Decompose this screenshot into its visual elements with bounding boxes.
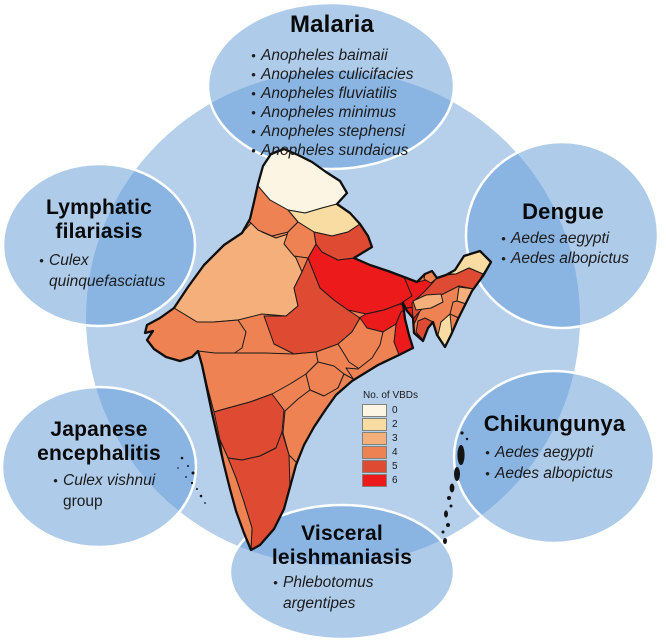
vector-item: Aedes aegypti bbox=[480, 442, 657, 463]
vector-species: Culex vishnui group bbox=[63, 472, 156, 511]
vector-list: Aedes aegypti Aedes albopictus bbox=[452, 442, 657, 484]
disease-title: Visceral leishmaniasis bbox=[271, 522, 413, 569]
vector-species: Anopheles stephensi bbox=[261, 122, 405, 140]
disease-title: Malaria bbox=[289, 11, 375, 38]
vector-item: Anopheles minimus bbox=[246, 103, 452, 122]
chikungunya-ellipse bbox=[452, 369, 656, 545]
bullet-icon bbox=[246, 84, 261, 103]
vector-item: Anopheles baimaii bbox=[246, 46, 452, 65]
vector-species: Anopheles minimus bbox=[261, 103, 397, 121]
lymphatic-filariasis-block: Lymphatic filariasis Culex quinquefascia… bbox=[20, 196, 178, 292]
legend-row: 6 bbox=[362, 474, 434, 487]
andaman-nicobar-islands bbox=[441, 431, 469, 544]
bullet-icon bbox=[268, 573, 283, 594]
legend-rows: 0 2 3 4 5 6 bbox=[362, 404, 434, 487]
vector-item: Aedes albopictus bbox=[496, 249, 658, 270]
vector-list: Aedes aegypti Aedes albopictus bbox=[468, 229, 658, 270]
vector-item: Anopheles stephensi bbox=[246, 122, 452, 141]
disease-title: Lymphatic filariasis bbox=[45, 196, 153, 243]
legend-label: 2 bbox=[392, 419, 398, 430]
bullet-icon bbox=[496, 249, 511, 270]
state-assam bbox=[411, 267, 484, 320]
map-legend: No. of VBDs 0 2 3 4 5 6 bbox=[362, 390, 434, 488]
disease-title: Japanese encephalitis bbox=[37, 418, 161, 465]
legend-label: 0 bbox=[392, 405, 398, 416]
vector-species: Aedes albopictus bbox=[511, 250, 630, 268]
dengue-block: Dengue Aedes aegypti Aedes albopictus bbox=[468, 199, 658, 270]
bullet-icon bbox=[246, 141, 261, 160]
bullet-icon bbox=[246, 46, 261, 65]
japanese-encephalitis-ellipse bbox=[0, 385, 198, 549]
vector-species: Anopheles culicifacies bbox=[261, 65, 414, 83]
vector-species: Aedes albopictus bbox=[495, 464, 614, 482]
vector-list: Phlebotomus argentipes bbox=[242, 573, 442, 614]
legend-label: 6 bbox=[392, 475, 398, 486]
vector-item: Anopheles fluviatilis bbox=[246, 84, 452, 103]
vector-species: Anopheles baimaii bbox=[261, 46, 388, 64]
vector-list: Culex vishnui group bbox=[20, 470, 178, 512]
bullet-icon bbox=[48, 470, 63, 491]
japanese-encephalitis-block: Japanese encephalitis Culex vishnui grou… bbox=[20, 418, 178, 512]
bullet-icon bbox=[246, 65, 261, 84]
legend-swatch bbox=[362, 460, 387, 473]
bullet-icon bbox=[496, 229, 511, 250]
visceral-leishmaniasis-ellipse bbox=[228, 503, 456, 640]
vector-item: Anopheles sundaicus bbox=[246, 141, 452, 160]
lakshadweep-islands bbox=[177, 456, 206, 504]
vector-item: Phlebotomus argentipes bbox=[268, 573, 442, 614]
bullet-icon bbox=[480, 463, 495, 484]
india-map bbox=[143, 147, 493, 552]
legend-label: 5 bbox=[392, 461, 398, 472]
legend-swatch bbox=[362, 432, 387, 445]
legend-row: 0 bbox=[362, 404, 434, 417]
state-maharashtra bbox=[197, 350, 319, 413]
bullet-icon bbox=[34, 250, 49, 271]
disease-title: Dengue bbox=[522, 199, 604, 224]
dengue-ellipse bbox=[464, 140, 660, 330]
chikungunya-block: Chikungunya Aedes aegypti Aedes albopictu… bbox=[452, 411, 657, 484]
legend-row: 3 bbox=[362, 432, 434, 445]
vector-item: Culex quinquefasciatus bbox=[34, 250, 178, 292]
vector-list: Culex quinquefasciatus bbox=[20, 250, 178, 292]
legend-row: 5 bbox=[362, 460, 434, 473]
legend-row: 2 bbox=[362, 418, 434, 431]
vector-item: Aedes aegypti bbox=[496, 229, 658, 250]
bullet-icon bbox=[246, 103, 261, 122]
vector-species: Phlebotomus argentipes bbox=[283, 574, 374, 612]
legend-swatch bbox=[362, 446, 387, 459]
vector-item: Culex vishnui group bbox=[48, 470, 178, 512]
bullet-icon bbox=[480, 442, 495, 463]
state-meghalaya bbox=[412, 293, 444, 311]
legend-label: 3 bbox=[392, 433, 398, 444]
state-haryana bbox=[283, 221, 317, 259]
lymphatic-filariasis-ellipse bbox=[1, 162, 197, 328]
bullet-icon bbox=[246, 122, 261, 141]
vector-species: Aedes aegypti bbox=[495, 443, 594, 461]
legend-swatch bbox=[362, 418, 387, 431]
malaria-ellipse bbox=[206, 1, 456, 171]
malaria-block: Malaria Anopheles baimaiiAnopheles culic… bbox=[212, 11, 452, 160]
india-outline bbox=[143, 147, 493, 552]
visceral-leishmaniasis-block: Visceral leishmaniasis Phlebotomus argen… bbox=[242, 522, 442, 614]
vector-item: Aedes albopictus bbox=[480, 463, 657, 484]
legend-row: 4 bbox=[362, 446, 434, 459]
legend-title: No. of VBDs bbox=[363, 390, 419, 401]
vector-species: Anopheles fluviatilis bbox=[261, 84, 398, 102]
vector-species: Aedes aegypti bbox=[511, 229, 610, 247]
vector-item: Anopheles culicifacies bbox=[246, 65, 452, 84]
disease-title: Chikungunya bbox=[483, 411, 626, 436]
legend-swatch bbox=[362, 474, 387, 487]
vector-species: Anopheles sundaicus bbox=[261, 141, 409, 159]
vector-list: Anopheles baimaiiAnopheles culicifaciesA… bbox=[212, 46, 452, 160]
legend-swatch bbox=[362, 404, 387, 417]
legend-label: 4 bbox=[392, 447, 398, 458]
vector-species: Culex quinquefasciatus bbox=[49, 252, 166, 291]
